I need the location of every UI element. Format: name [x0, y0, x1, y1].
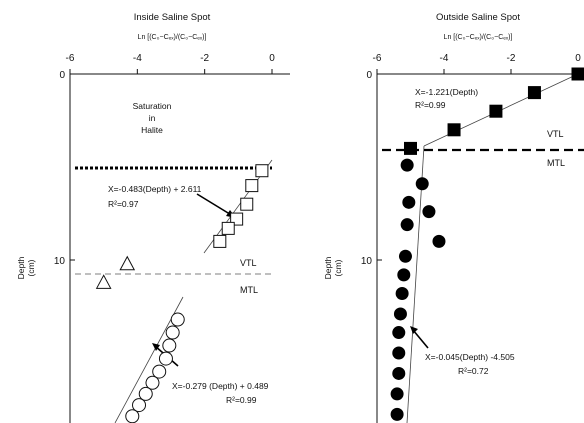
fit-lower-label: X=-0.045(Depth) -4.505 [425, 352, 515, 362]
vtl-label: VTL [547, 129, 564, 139]
x-tick-label: -6 [373, 53, 382, 64]
data-point-circle [132, 398, 147, 413]
data-point-circle [152, 364, 167, 379]
y-tick-label: 10 [361, 256, 373, 267]
x-tick-label: -6 [66, 53, 75, 64]
saturation-label-1: Saturation [133, 101, 172, 111]
data-point-square [221, 221, 235, 235]
fit-lower-label: X=-0.279 (Depth) + 0.489 [172, 381, 269, 391]
y-axis-label: Depth [323, 256, 333, 279]
data-point-filled-square [447, 123, 461, 137]
data-point-circle [158, 351, 173, 366]
panel-inside: Inside Saline Spot Ln [(C₀−Cₑₓ)/(C₀−Cₑₓ)… [16, 12, 290, 423]
x-tick-label: -2 [507, 53, 516, 64]
y-tick-label: 0 [366, 70, 372, 81]
data-point-filled-circle [392, 366, 406, 380]
data-point-square [255, 164, 269, 178]
data-point-filled-circle [432, 234, 446, 248]
data-point-filled-square [571, 67, 584, 81]
fit-upper-label: X=-1.221(Depth) [415, 87, 478, 97]
y-axis-label: Depth [16, 256, 26, 279]
fit-upper-label: X=-0.483(Depth) + 2.611 [108, 184, 202, 194]
data-point-circle [138, 386, 153, 401]
x-axis-label: Ln [(C₀−Cₑₓ)/(C₀−Cₑₓ)] [138, 34, 207, 41]
x-tick-label: -4 [133, 53, 142, 64]
fit-line-lower [406, 145, 425, 423]
data-point-circle [125, 409, 140, 423]
arrow-lower-head [152, 343, 160, 351]
data-point-circle [162, 338, 177, 353]
y-tick-label: 0 [59, 70, 65, 81]
panel-outside: Outside Saline Spot Ln [(C₀−Cₑₓ)/(C₀−Cₑₓ… [323, 12, 584, 423]
data-point-filled-square [527, 86, 541, 100]
r2-lower-label: R²=0.72 [458, 366, 489, 376]
data-point-filled-circle [395, 286, 409, 300]
mtl-label: MTL [240, 285, 258, 295]
arrow-lower [412, 329, 429, 349]
y-tick-label: 10 [54, 256, 66, 267]
x-axis-label: Ln [(C₀−Cₑₓ)/(C₀−Cₑₓ)] [444, 34, 513, 41]
data-point-circle [145, 375, 160, 390]
saturation-label-2: in [149, 113, 156, 123]
r2-upper-label: R²=0.99 [415, 100, 446, 110]
data-point-filled-square [404, 141, 417, 155]
data-point-square [240, 197, 254, 211]
data-point-filled-circle [402, 195, 416, 209]
data-point-filled-circle [415, 177, 429, 191]
data-point-filled-circle [390, 387, 404, 401]
panel-title: Inside Saline Spot [134, 12, 211, 23]
y-axis-unit: (cm) [333, 259, 343, 276]
x-axis-ticks: -6 -4 -2 0 [373, 53, 581, 74]
mtl-label: MTL [547, 158, 565, 168]
data-point-square [213, 234, 227, 248]
data-point-filled-circle [397, 268, 411, 282]
r2-lower-label: R²=0.99 [226, 395, 257, 405]
data-point-filled-circle [392, 326, 406, 340]
data-point-circle [170, 312, 185, 327]
r2-upper-label: R²=0.97 [108, 199, 139, 209]
x-tick-label: 0 [575, 53, 581, 64]
x-tick-label: 0 [269, 53, 275, 64]
saturation-label-3: Halite [141, 125, 163, 135]
vtl-label: VTL [240, 258, 257, 268]
data-point-filled-circle [398, 249, 412, 263]
data-point-filled-square [489, 104, 503, 118]
data-point-filled-circle [392, 346, 406, 360]
x-axis-ticks: -6 -4 -2 0 [66, 53, 275, 74]
data-point-filled-circle [422, 205, 436, 219]
data-point-triangle [95, 274, 112, 289]
y-axis-ticks: 0 10 [54, 70, 75, 267]
data-point-filled-circle [393, 307, 407, 321]
data-point-filled-circle [400, 218, 414, 232]
y-axis-ticks: 0 10 [361, 70, 382, 267]
x-tick-label: -4 [440, 53, 449, 64]
data-point-triangle [119, 255, 136, 271]
x-tick-label: -2 [200, 53, 209, 64]
y-axis-unit: (cm) [26, 259, 36, 276]
data-point-square [245, 179, 259, 193]
arrow-upper [196, 193, 234, 217]
data-points [390, 67, 584, 421]
data-points [95, 164, 269, 423]
arrow-lower-head [410, 326, 418, 334]
data-point-filled-circle [390, 407, 404, 421]
panel-title: Outside Saline Spot [436, 12, 520, 23]
data-point-circle [165, 325, 180, 340]
data-point-filled-circle [400, 158, 414, 172]
